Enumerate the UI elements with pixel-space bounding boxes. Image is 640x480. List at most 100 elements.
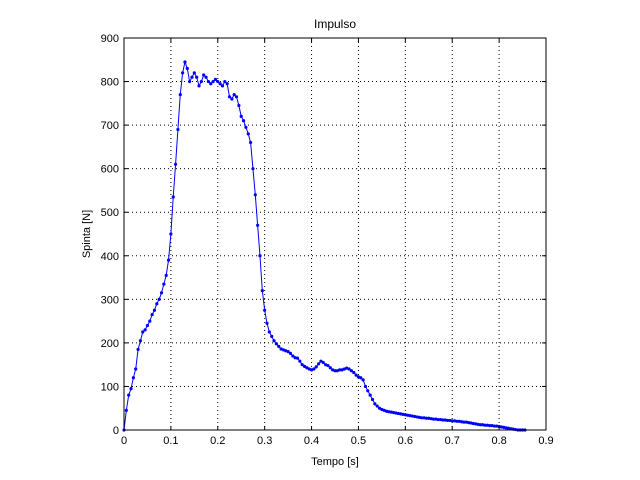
data-point (265, 321, 269, 325)
data-point (227, 95, 232, 99)
y-tick-label: 900 (101, 33, 119, 45)
data-point (213, 77, 218, 81)
data-point (377, 406, 382, 410)
data-point (223, 79, 227, 84)
data-point (375, 404, 379, 408)
data-point (202, 73, 206, 77)
data-point (258, 254, 262, 258)
y-tick-label: 100 (101, 381, 119, 393)
data-point (483, 423, 487, 427)
data-point (267, 330, 271, 334)
data-point (302, 364, 307, 369)
data-point (288, 351, 293, 355)
y-tick-label: 500 (101, 207, 119, 219)
data-point (145, 323, 150, 328)
data-point (363, 384, 368, 389)
data-point (183, 60, 187, 64)
data-point (220, 84, 225, 88)
data-point (441, 418, 445, 422)
data-point (420, 416, 424, 420)
data-point (136, 347, 140, 352)
data-point (291, 354, 295, 358)
data-point (277, 344, 281, 348)
x-tick-labels: 0 0.1 0.2 0.3 0.4 0.5 0.6 0.7 0.8 0.9 (121, 435, 554, 447)
data-point (263, 308, 267, 312)
data-point (127, 393, 131, 397)
y-tick-label: 200 (101, 338, 119, 350)
y-tick-label: 0 (113, 425, 119, 437)
data-point (173, 162, 178, 166)
data-point (129, 387, 133, 391)
x-axis-label: Tempo [s] (311, 456, 359, 468)
data-point (164, 273, 168, 277)
data-point (225, 82, 229, 86)
y-tick-label: 300 (101, 294, 119, 306)
data-point (211, 79, 215, 84)
data-point (169, 232, 173, 236)
data-point (431, 417, 436, 421)
data-point (124, 408, 128, 412)
data-point (230, 97, 234, 101)
data-point (204, 75, 208, 79)
data-point (148, 319, 152, 323)
data-point (312, 367, 316, 371)
data-point (246, 132, 250, 136)
data-point (492, 424, 497, 428)
plot-frame (123, 37, 547, 431)
data-point (328, 366, 332, 370)
data-point (347, 367, 351, 371)
data-point (256, 223, 260, 227)
data-point (478, 423, 482, 427)
y-axis-label: Spinta [N] (81, 210, 93, 258)
plot-area (124, 38, 546, 430)
data-point (209, 82, 213, 86)
data-point (241, 119, 246, 123)
data-point (286, 350, 290, 354)
data-point (272, 339, 276, 343)
data-point (190, 75, 194, 79)
x-tick-label: 0.5 (351, 435, 366, 447)
data-point (218, 82, 222, 86)
data-point (131, 376, 135, 380)
data-point (349, 369, 354, 373)
y-tick-label: 400 (101, 251, 119, 263)
ticks (123, 37, 547, 431)
data-point (197, 84, 201, 88)
data-point (352, 370, 356, 375)
data-point (195, 75, 199, 79)
data-point (253, 193, 257, 197)
x-tick-label: 0.3 (257, 435, 272, 447)
data-point (138, 339, 143, 343)
data-point (171, 195, 175, 199)
data-point (270, 334, 274, 338)
data-point (295, 356, 300, 360)
data-point (176, 127, 180, 132)
y-tick-labels: 0 100 200 300 400 500 600 700 800 900 (101, 33, 119, 437)
data-point (359, 376, 363, 380)
data-point (232, 93, 236, 97)
data-point (373, 402, 377, 406)
data-point (260, 289, 264, 293)
data-point (455, 419, 459, 423)
data-point (237, 103, 241, 108)
data-point (361, 378, 365, 382)
data-point (185, 66, 189, 71)
data-point (141, 330, 145, 334)
data-point (488, 424, 492, 428)
data-point (251, 167, 255, 171)
data-point (316, 362, 321, 366)
x-tick-label: 0.4 (304, 435, 319, 447)
data-point (166, 258, 171, 262)
data-point (314, 365, 318, 369)
y-tick-label: 600 (101, 164, 119, 176)
data-point (134, 367, 138, 371)
data-point (188, 79, 192, 84)
data-point (239, 114, 243, 118)
data-point (192, 71, 196, 75)
data-point (152, 308, 157, 312)
data-point (338, 368, 342, 372)
data-point (150, 312, 154, 317)
data-point (249, 140, 253, 145)
x-tick-label: 0.7 (445, 435, 460, 447)
